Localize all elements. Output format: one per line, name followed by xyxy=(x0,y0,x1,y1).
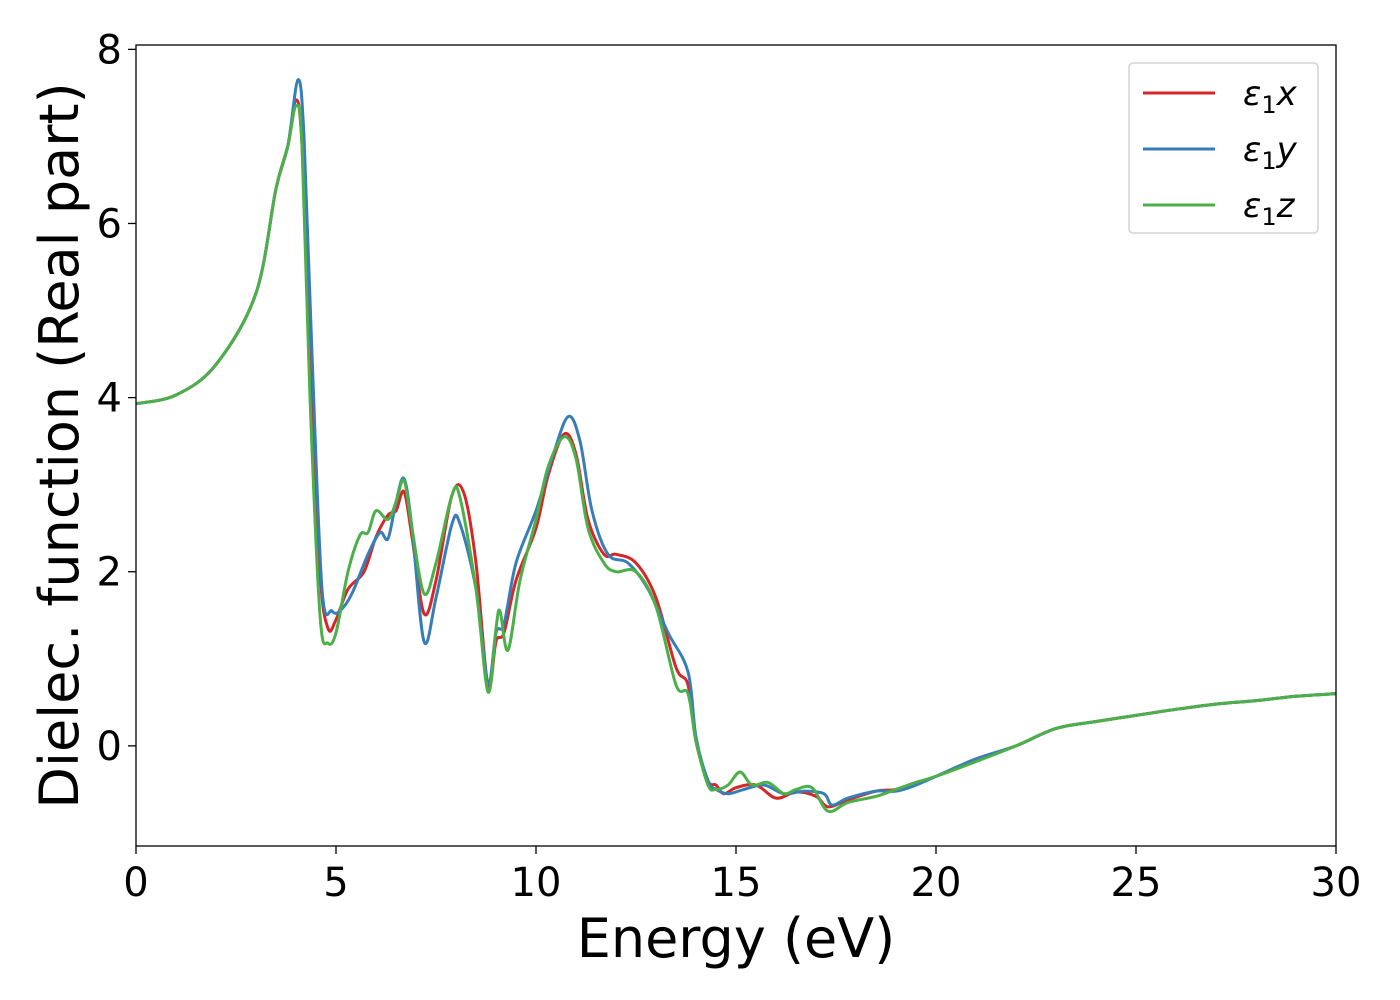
series-line-y xyxy=(136,78,1336,807)
x-axis-label: Energy (eV) xyxy=(577,907,896,970)
series-line-z xyxy=(136,103,1336,814)
y-axis-label: Dielec. function (Real part) xyxy=(28,82,91,808)
x-axis: 0 5 10 15 20 25 30 xyxy=(123,846,1361,906)
y-tick-label: 2 xyxy=(97,550,122,596)
x-tick-label: 30 xyxy=(1311,860,1362,906)
x-tick-label: 15 xyxy=(711,860,762,906)
legend: ε1x ε1y ε1z xyxy=(1128,62,1319,234)
y-tick-label: 6 xyxy=(97,201,122,247)
y-tick-label: 4 xyxy=(97,376,122,422)
x-tick-label: 20 xyxy=(911,860,962,906)
x-tick-label: 10 xyxy=(511,860,562,906)
x-tick-label: 0 xyxy=(123,860,148,906)
legend-label: ε1y xyxy=(1243,130,1298,175)
legend-box xyxy=(1128,62,1319,234)
y-axis: 0 2 4 6 8 xyxy=(97,27,136,770)
y-tick-label: 8 xyxy=(97,27,122,73)
legend-label: ε1z xyxy=(1243,186,1296,231)
x-tick-label: 5 xyxy=(323,860,348,906)
y-tick-label: 0 xyxy=(97,724,122,770)
x-tick-label: 25 xyxy=(1111,860,1162,906)
legend-label: ε1x xyxy=(1243,74,1298,119)
series-layer xyxy=(136,78,1336,814)
